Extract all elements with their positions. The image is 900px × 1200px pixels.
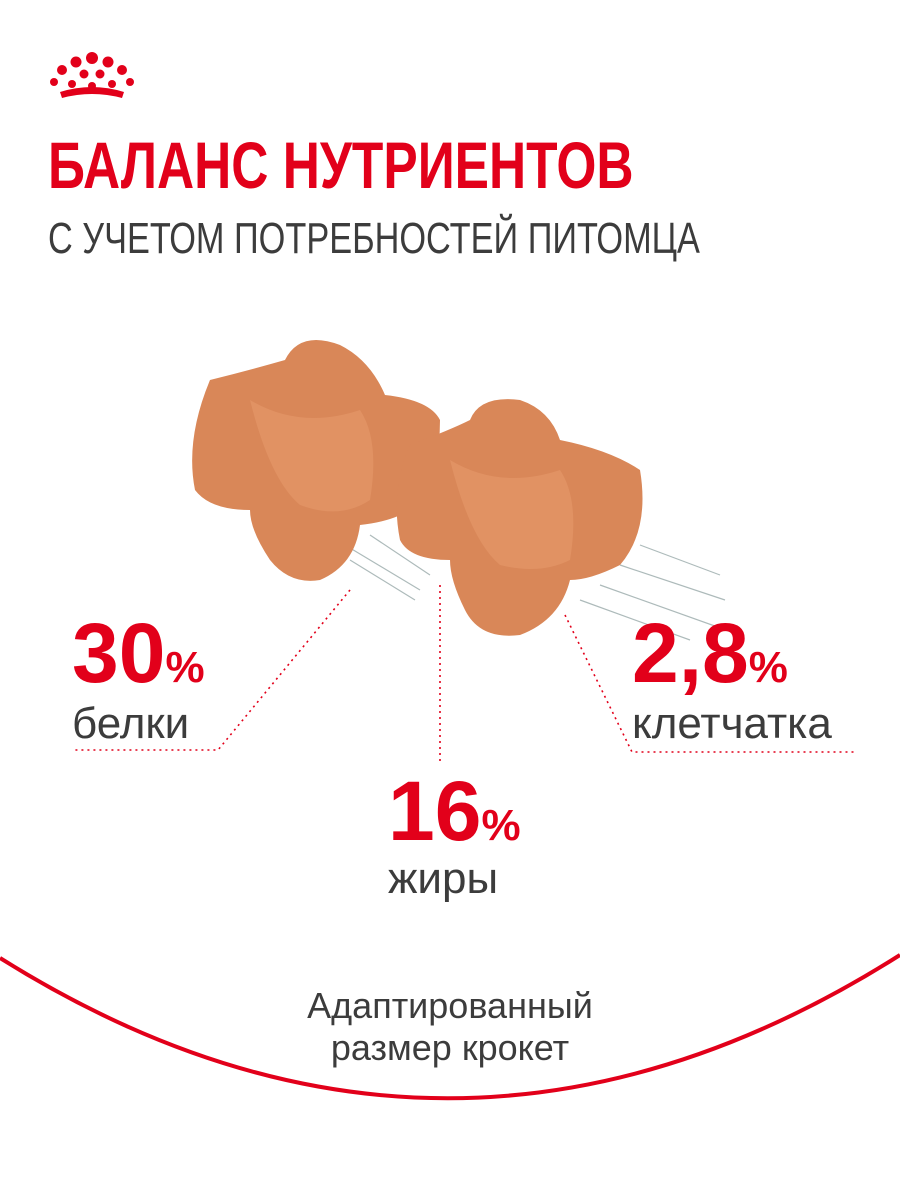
subtitle: С УЧЕТОМ ПОТРЕБНОСТЕЙ ПИТОМЦА — [48, 213, 701, 263]
stat-number: 2,8 — [632, 606, 749, 700]
stat-label: белки — [72, 699, 189, 748]
leader-line — [564, 614, 855, 753]
stat-unit: % — [165, 643, 204, 692]
stat-label: жиры — [388, 854, 498, 903]
stat-value: 30% — [72, 606, 205, 700]
footer-line: Адаптированный — [307, 985, 593, 1026]
brand-logo — [50, 52, 134, 98]
stat-number: 30 — [72, 606, 165, 700]
footer-line: размер крокет — [331, 1027, 569, 1068]
title: БАЛАНС НУТРИЕНТОВ — [48, 128, 634, 203]
stat-unit: % — [749, 643, 788, 692]
stat-value: 16% — [388, 764, 521, 858]
stat-label: клетчатка — [632, 699, 832, 748]
kibble-illustration — [192, 340, 741, 641]
stat-value: 2,8% — [632, 606, 788, 700]
stat-unit: % — [481, 801, 520, 850]
divider-arc — [0, 953, 900, 1101]
stat-number: 16 — [388, 764, 481, 858]
